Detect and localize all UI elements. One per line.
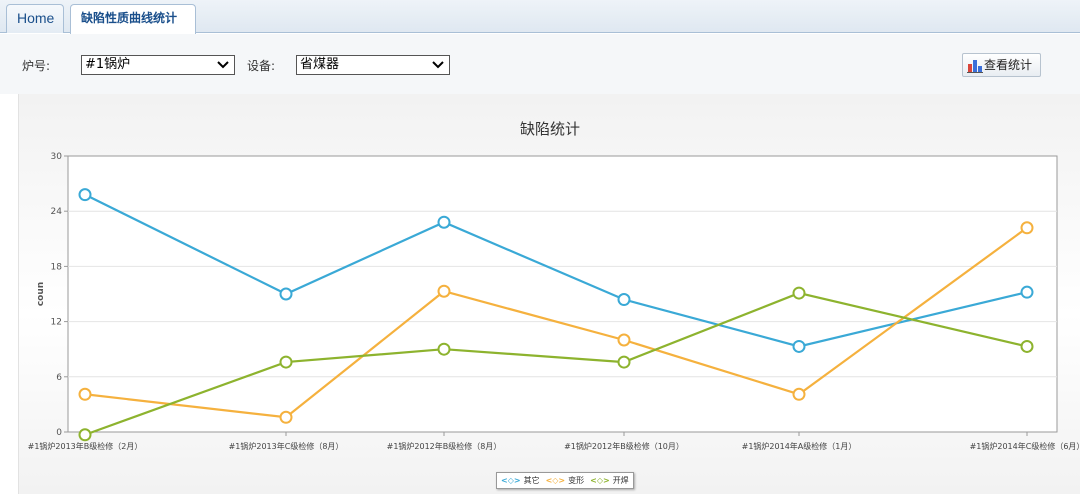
series-line-其它 [84, 193, 1028, 348]
series-line-变形 [84, 226, 1028, 419]
x-category-label: #1锅炉2014年A级检修（1月） [742, 441, 857, 451]
view-stats-button[interactable]: 查看统计 [962, 53, 1041, 77]
x-category-label: #1锅炉2013年C级检修（8月） [229, 441, 344, 451]
chevron-down-icon [432, 61, 444, 69]
data-point-变形 [78, 387, 92, 401]
data-point-其它 [78, 188, 92, 202]
boiler-label: 炉号: [22, 59, 51, 73]
chart-panel: 缺陷统计 0 6 12 18 24 30 coun #1锅炉2013年B级检修（2月） #1锅炉… [18, 94, 1080, 494]
data-point-其它 [437, 215, 451, 229]
chart-title: 缺陷统计 [519, 120, 580, 138]
y-tick-label: 18 [51, 262, 63, 272]
legend-item[interactable]: <◇> 变形 [546, 473, 585, 488]
filter-toolbar: 炉号: #1锅炉 设备: 省煤器 查看统计 [0, 34, 1080, 94]
data-point-其它 [792, 339, 806, 353]
legend-label: 开焊 [612, 476, 629, 485]
device-select-value: 省煤器 [300, 57, 340, 72]
series-line-开焊 [84, 291, 1028, 436]
tab-defect-curve-stats[interactable]: 缺陷性质曲线统计 × [70, 4, 196, 52]
legend-label: 其它 [523, 476, 540, 485]
data-point-变形 [279, 410, 293, 424]
legend-marker-icon: <◇> [545, 476, 566, 485]
chart-legend[interactable]: <◇> 其它 <◇> 变形 <◇> 开焊 [496, 472, 634, 489]
y-tick-label: 30 [51, 152, 63, 162]
data-point-变形 [437, 284, 451, 298]
legend-item[interactable]: <◇> 其它 [501, 473, 540, 488]
tab-home-label: Home [17, 10, 55, 26]
plot-area [67, 155, 1058, 433]
data-point-其它 [617, 293, 631, 307]
line-chart: 0 6 12 18 24 30 coun #1锅炉2013年B级检修（2月） #1锅炉2013年… [28, 152, 1080, 451]
x-category-label: #1锅炉2014年C级检修（6月） [970, 441, 1080, 451]
y-tick-label: 24 [51, 207, 63, 217]
y-tick-label: 12 [51, 318, 62, 328]
y-tick-label: 6 [56, 373, 62, 383]
x-category-label: #1锅炉2012年B级检修（10月） [564, 441, 684, 451]
data-point-其它 [1020, 285, 1034, 299]
y-axis-label: coun [36, 282, 46, 306]
data-point-其它 [279, 287, 293, 301]
tab-bar: Home 缺陷性质曲线统计 × [0, 0, 1080, 52]
data-point-开焊 [617, 355, 631, 369]
device-select[interactable]: 省煤器 [296, 55, 450, 75]
data-point-开焊 [1020, 339, 1034, 353]
device-label: 设备: [247, 59, 276, 73]
view-stats-button-label: 查看统计 [984, 58, 1033, 72]
legend-marker-icon: <◇> [501, 476, 521, 485]
tab-defect-curve-stats-label: 缺陷性质曲线统计 [81, 11, 178, 25]
data-point-开焊 [78, 428, 92, 442]
boiler-select[interactable]: #1锅炉 [81, 55, 235, 75]
legend-item[interactable]: <◇> 开焊 [590, 473, 629, 488]
legend-marker-icon: <◇> [590, 476, 610, 485]
bar-chart-icon [967, 60, 983, 73]
data-point-开焊 [437, 342, 451, 356]
x-category-label: #1锅炉2013年B级检修（2月） [28, 441, 143, 451]
chevron-down-icon [217, 61, 229, 69]
boiler-select-value: #1锅炉 [85, 57, 131, 72]
data-point-变形 [792, 387, 806, 401]
data-point-变形 [1020, 221, 1034, 235]
legend-label: 变形 [568, 476, 585, 485]
x-category-label: #1锅炉2012年B级检修（8月） [387, 441, 502, 451]
data-point-开焊 [279, 355, 293, 369]
y-tick-label: 0 [56, 428, 62, 438]
data-point-开焊 [792, 286, 806, 300]
data-point-变形 [617, 333, 631, 347]
tab-home[interactable]: Home [6, 4, 64, 33]
